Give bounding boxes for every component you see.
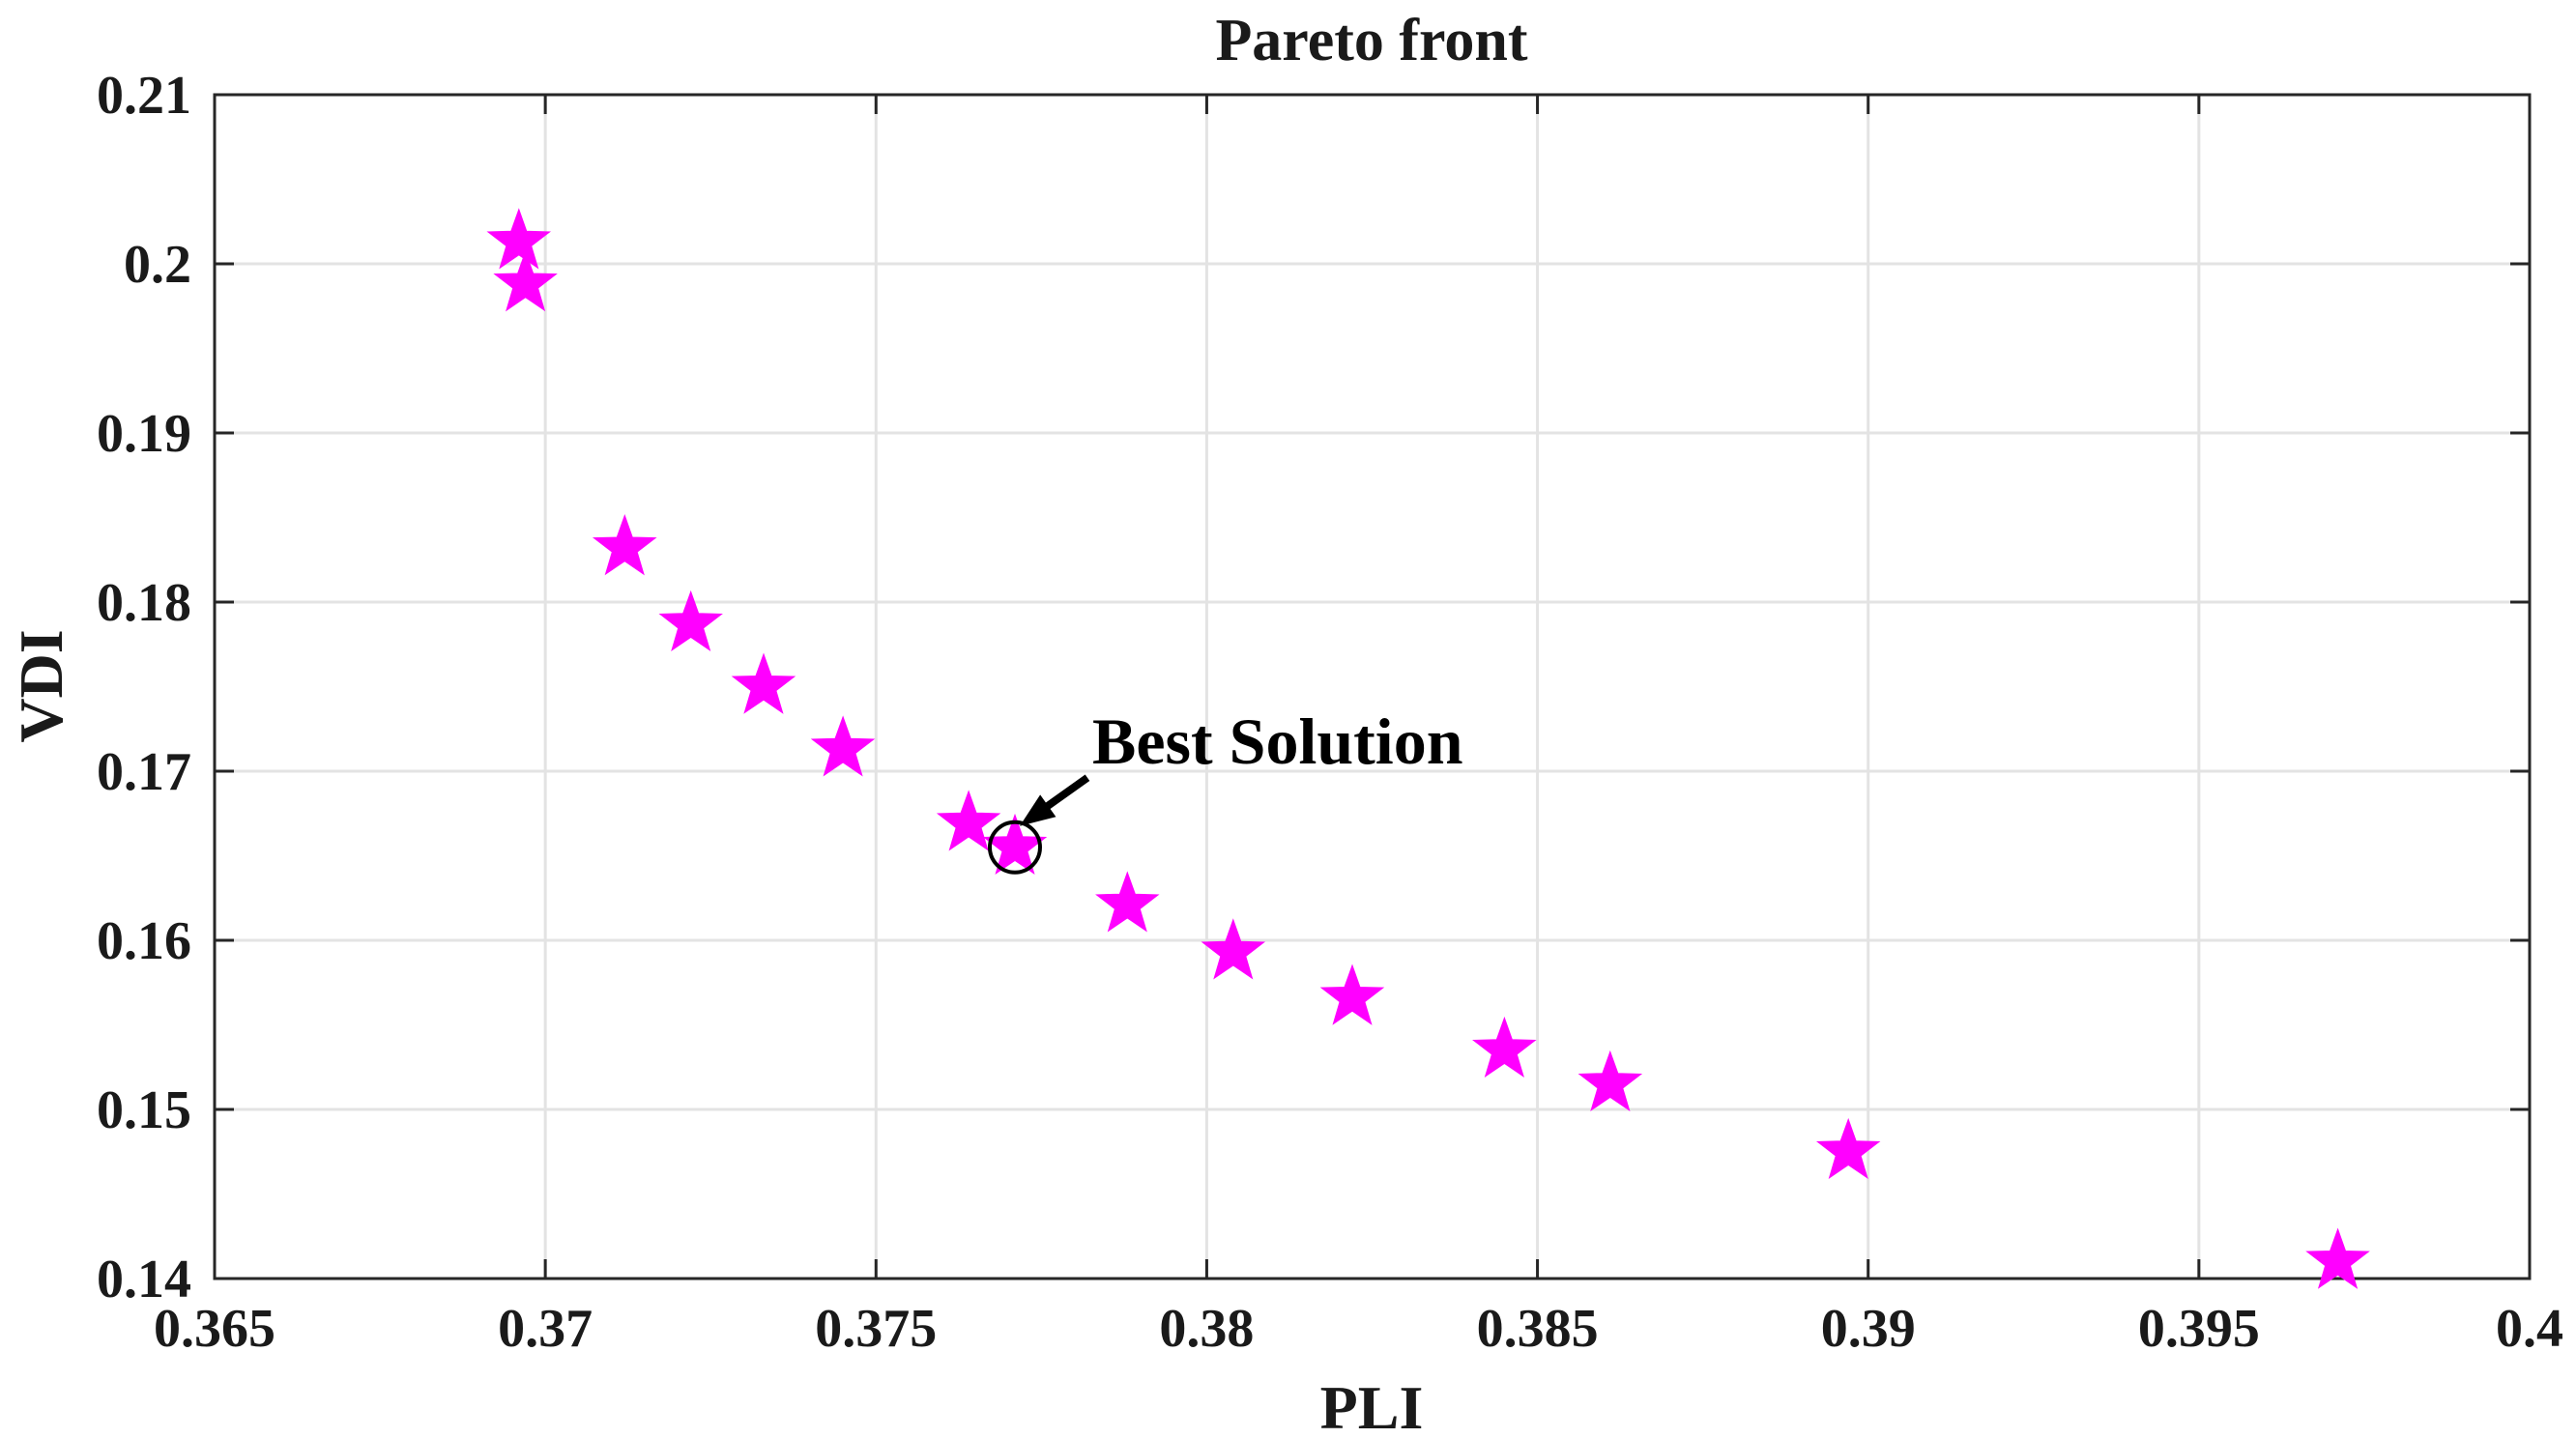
y-tick-label: 0.19 [97, 404, 191, 464]
x-axis-label: PLI [1320, 1373, 1424, 1438]
y-tick-label: 0.2 [124, 235, 191, 295]
y-axis-label: VDI [7, 629, 75, 742]
x-tick-labels: 0.365 0.37 0.375 0.38 0.385 0.39 0.395 0.4 [154, 1299, 2563, 1359]
x-tick-label: 0.365 [154, 1299, 275, 1359]
y-tick-label: 0.14 [97, 1250, 191, 1309]
annotation-label: Best Solution [1092, 705, 1463, 778]
data-point-star [2305, 1227, 2370, 1289]
data-point-star [731, 652, 796, 714]
plot-area [215, 95, 2530, 1279]
y-tick-label: 0.15 [97, 1080, 191, 1140]
y-tick-label: 0.18 [97, 573, 191, 633]
data-point-star [1815, 1117, 1881, 1180]
data-point-star [1201, 918, 1266, 980]
grid-lines [215, 95, 2530, 1279]
x-tick-label: 0.4 [2496, 1299, 2563, 1359]
data-point-star [1472, 1016, 1537, 1078]
x-tick-label: 0.385 [1477, 1299, 1599, 1359]
x-tick-label: 0.39 [1821, 1299, 1916, 1359]
chart-title: Pareto front [1215, 8, 1527, 73]
y-tick-label: 0.16 [97, 911, 191, 971]
data-point-star [493, 250, 558, 312]
data-point-star [592, 514, 657, 576]
plot-frame [213, 93, 2532, 1280]
x-tick-label: 0.395 [2138, 1299, 2260, 1359]
x-tick-label: 0.375 [815, 1299, 937, 1359]
x-tick-label: 0.37 [498, 1299, 593, 1359]
best-solution-circle [987, 820, 1042, 875]
y-tick-label: 0.17 [97, 742, 191, 802]
data-point-star [1319, 963, 1385, 1025]
y-tick-labels: 0.14 0.15 0.16 0.17 0.18 0.19 0.2 0.21 [97, 66, 191, 1309]
data-point-star [658, 590, 723, 652]
tick-marks [213, 93, 2532, 1280]
data-point-star [486, 208, 552, 270]
annotation-arrow-head [1019, 794, 1056, 826]
data-point-star [1577, 1050, 1643, 1112]
data-points [486, 208, 2370, 1289]
y-tick-label: 0.21 [97, 66, 191, 126]
data-point-star [1095, 871, 1160, 933]
x-tick-label: 0.38 [1159, 1299, 1254, 1359]
annotation-group: Best Solution [987, 705, 1463, 875]
data-point-star [936, 790, 1001, 851]
data-point-star [810, 715, 876, 777]
